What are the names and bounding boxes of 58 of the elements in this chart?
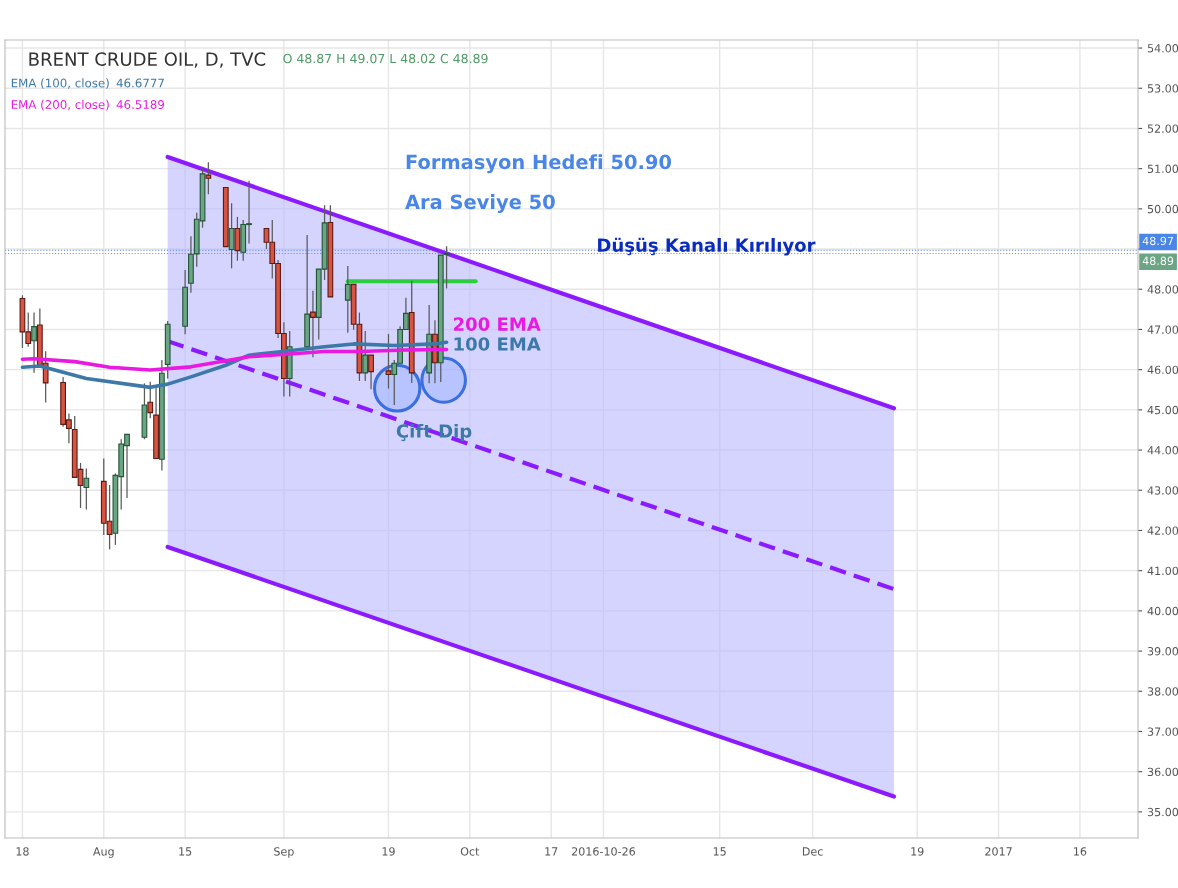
ref-line-label: 48.97	[1142, 236, 1174, 246]
x-tick-label: 18	[16, 847, 29, 856]
y-tick-label: 43.00	[1147, 486, 1178, 495]
y-tick-label: 48.00	[1147, 285, 1178, 294]
line-series	[20, 347, 449, 372]
candlestick	[147, 381, 154, 419]
annotation: 46.5189	[116, 100, 165, 109]
text: BRENT CRUDE OIL, D, TVC	[29, 52, 266, 68]
candlestick	[344, 265, 351, 334]
line-series	[20, 340, 449, 390]
x-tick-label: 17	[545, 847, 558, 856]
candlestick	[362, 330, 369, 382]
y-tick-label: 46.00	[1147, 365, 1178, 375]
x-tick-label: Oct	[460, 847, 480, 856]
annotation: 200 EMA	[453, 317, 541, 331]
x-tick-label: 16	[1074, 847, 1087, 856]
y-tick-label: 54.00	[1147, 44, 1178, 53]
y-tick-label: 36.00	[1147, 767, 1178, 777]
y-tick-label: 37.00	[1147, 727, 1178, 736]
y-tick-label: 51.00	[1147, 164, 1178, 174]
annotation: 46.6777	[116, 78, 164, 88]
x-tick-label: 19	[382, 847, 395, 856]
annotation: Formasyon Hedefi 50.90	[406, 154, 672, 174]
y-tick-label: 38.00	[1147, 687, 1178, 696]
ref-line-label: 48.89	[1142, 256, 1174, 266]
y-tick-label: 50.00	[1147, 204, 1178, 214]
text: EMA (200, close)	[11, 99, 109, 111]
candlestick	[234, 216, 241, 262]
x-tick-label: Sep	[274, 847, 294, 858]
y-tick-label: 39.00	[1147, 647, 1178, 656]
y-tick-label: 40.00	[1147, 606, 1178, 616]
y-tick-label: 47.00	[1147, 325, 1178, 334]
candlestick	[310, 290, 316, 358]
candlestick	[83, 467, 90, 511]
y-tick-label: 52.00	[1147, 124, 1178, 133]
x-tick-label: 2017	[985, 847, 1012, 856]
annotation: Düşüş Kanalı Kırılıyor	[598, 237, 816, 256]
x-tick-label: Dec	[802, 847, 823, 856]
text: EMA (100, close)	[11, 78, 109, 89]
x-tick-label: Aug	[93, 847, 114, 858]
y-tick-label: 42.00	[1147, 526, 1178, 535]
candlestick	[205, 161, 212, 195]
candlestick	[31, 311, 37, 374]
y-tick-label: 44.00	[1147, 446, 1178, 455]
x-tick-label: 19	[911, 847, 924, 856]
x-tick-label: 15	[179, 847, 192, 856]
annotation: Çift Dip	[396, 423, 472, 442]
candlestick	[385, 333, 392, 390]
x-tick-label: 15	[713, 847, 726, 856]
x-tick-label: 2016-10-26	[571, 847, 636, 856]
y-tick-label: 53.00	[1147, 84, 1178, 93]
candlestick	[368, 354, 374, 390]
y-tick-label: 35.00	[1147, 807, 1178, 817]
annotation: Ara Seviye 50	[405, 194, 555, 214]
annotation: 100 EMA	[454, 337, 541, 351]
y-tick-label: 45.00	[1147, 405, 1178, 415]
annotation: O 48.87 H 49.07 L 48.02 C 48.89	[283, 53, 488, 64]
y-tick-label: 41.00	[1147, 566, 1178, 576]
